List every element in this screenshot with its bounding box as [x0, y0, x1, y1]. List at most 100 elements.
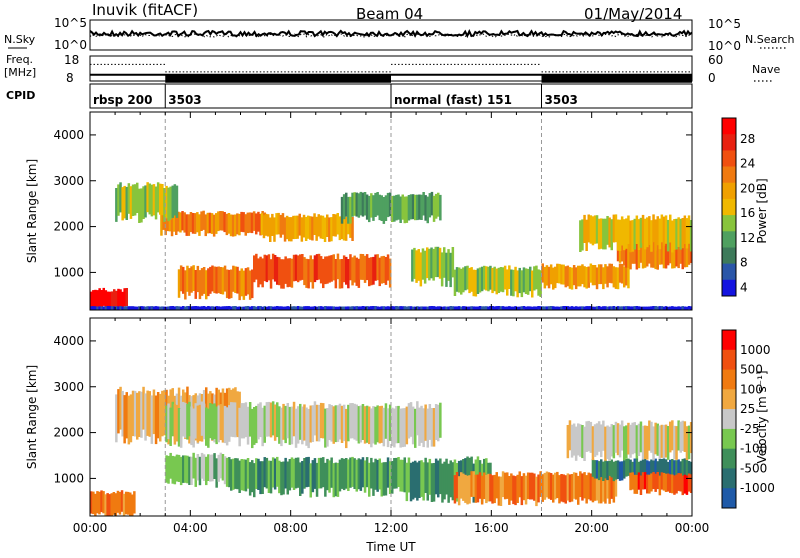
power-cell — [374, 192, 377, 217]
velocity-cell — [380, 405, 383, 443]
power-ytick-label-0: 1000 — [53, 265, 84, 279]
velocity-cell — [290, 457, 294, 488]
velocity-cell — [597, 461, 601, 481]
power-cell — [198, 270, 202, 300]
power-cell — [627, 306, 630, 310]
velocity-cell — [148, 391, 151, 437]
velocity-xtick-label-4: 16:00 — [474, 521, 509, 535]
power-cell — [401, 194, 404, 220]
velocity-cell — [566, 425, 570, 459]
velocity-cell — [612, 461, 616, 482]
velocity-cell — [620, 461, 624, 481]
power-cell — [210, 213, 214, 234]
velocity-cell — [646, 425, 649, 460]
velocity-cell — [600, 475, 603, 504]
velocity-cell — [462, 473, 465, 501]
power-ytick-label-1: 2000 — [53, 220, 84, 234]
power-cell — [520, 270, 524, 298]
power-cell — [246, 306, 250, 310]
power-cell — [191, 213, 195, 234]
velocity-cell — [428, 404, 432, 440]
power-cell — [361, 306, 365, 310]
power-cell — [299, 306, 302, 310]
power-cell — [405, 306, 409, 310]
power-cell — [428, 248, 431, 281]
power-cell — [334, 259, 338, 289]
power-cell — [409, 306, 413, 310]
power-cell — [409, 194, 413, 220]
velocity-cell — [123, 395, 126, 444]
power-cell — [181, 211, 184, 231]
power-cell — [353, 192, 356, 216]
power-cell — [685, 241, 689, 268]
velocity-cell — [593, 473, 597, 501]
velocity-cell — [399, 408, 402, 448]
velocity-cell — [543, 472, 547, 500]
power-cell — [244, 268, 248, 296]
velocity-colorbar-tick-1: 500 — [740, 363, 763, 377]
velocity-cell — [568, 474, 572, 503]
power-cell — [545, 265, 549, 286]
power-cell — [554, 266, 557, 289]
velocity-cell — [267, 401, 271, 437]
power-cell — [616, 267, 620, 290]
power-cell — [368, 306, 371, 310]
velocity-cell — [271, 457, 275, 488]
velocity-cell — [457, 476, 461, 506]
velocity-cell — [658, 425, 662, 459]
velocity-cell — [240, 459, 243, 491]
velocity-cell — [629, 424, 632, 458]
velocity-cell — [554, 472, 557, 500]
power-cell — [117, 184, 120, 216]
power-cell — [612, 306, 616, 310]
velocity-cell — [610, 424, 613, 457]
velocity-cell — [357, 458, 361, 490]
power-cell — [625, 306, 628, 310]
velocity-cell — [489, 473, 492, 502]
velocity-cell — [434, 458, 438, 495]
power-cell — [487, 306, 490, 310]
power-cell — [581, 264, 584, 285]
velocity-cell — [537, 474, 540, 503]
velocity-cell — [478, 472, 482, 499]
velocity-cell — [92, 491, 95, 515]
power-cell — [242, 212, 245, 233]
velocity-cell — [234, 402, 237, 438]
power-cell — [421, 248, 425, 280]
power-cell — [184, 270, 187, 300]
power-cell — [549, 264, 553, 285]
velocity-cell — [650, 421, 653, 453]
power-cell — [654, 242, 657, 270]
power-cell — [414, 194, 417, 221]
power-cell — [382, 255, 386, 284]
velocity-cell — [470, 471, 473, 497]
velocity-cell — [388, 404, 392, 441]
power-cell — [340, 306, 344, 310]
velocity-cell — [261, 407, 264, 447]
power-cell — [491, 267, 494, 294]
power-cell — [207, 268, 210, 297]
power-cell — [273, 217, 276, 242]
power-cell — [516, 270, 519, 298]
power-cell — [610, 219, 613, 251]
velocity-colorbar-frame — [721, 329, 737, 509]
velocity-cell — [506, 472, 509, 499]
velocity-cell — [242, 459, 246, 491]
power-cell — [144, 306, 147, 310]
velocity-cell — [606, 425, 609, 459]
velocity-cell — [200, 401, 204, 436]
velocity-xtick-label-6: 00:00 — [675, 521, 710, 535]
power-cell — [679, 218, 682, 250]
velocity-cell — [591, 474, 595, 503]
power-cell — [658, 306, 662, 310]
power-cell — [625, 241, 628, 268]
velocity-cell — [278, 460, 281, 494]
power-cell — [529, 306, 532, 310]
power-colorbar-swatch-8 — [722, 247, 736, 265]
velocity-cell — [474, 474, 478, 503]
power-ylabel: Slant Range [km] — [25, 159, 39, 263]
velocity-cell — [428, 458, 432, 495]
power-cell — [386, 254, 390, 281]
power-cell — [123, 306, 126, 310]
power-cell — [262, 215, 266, 239]
